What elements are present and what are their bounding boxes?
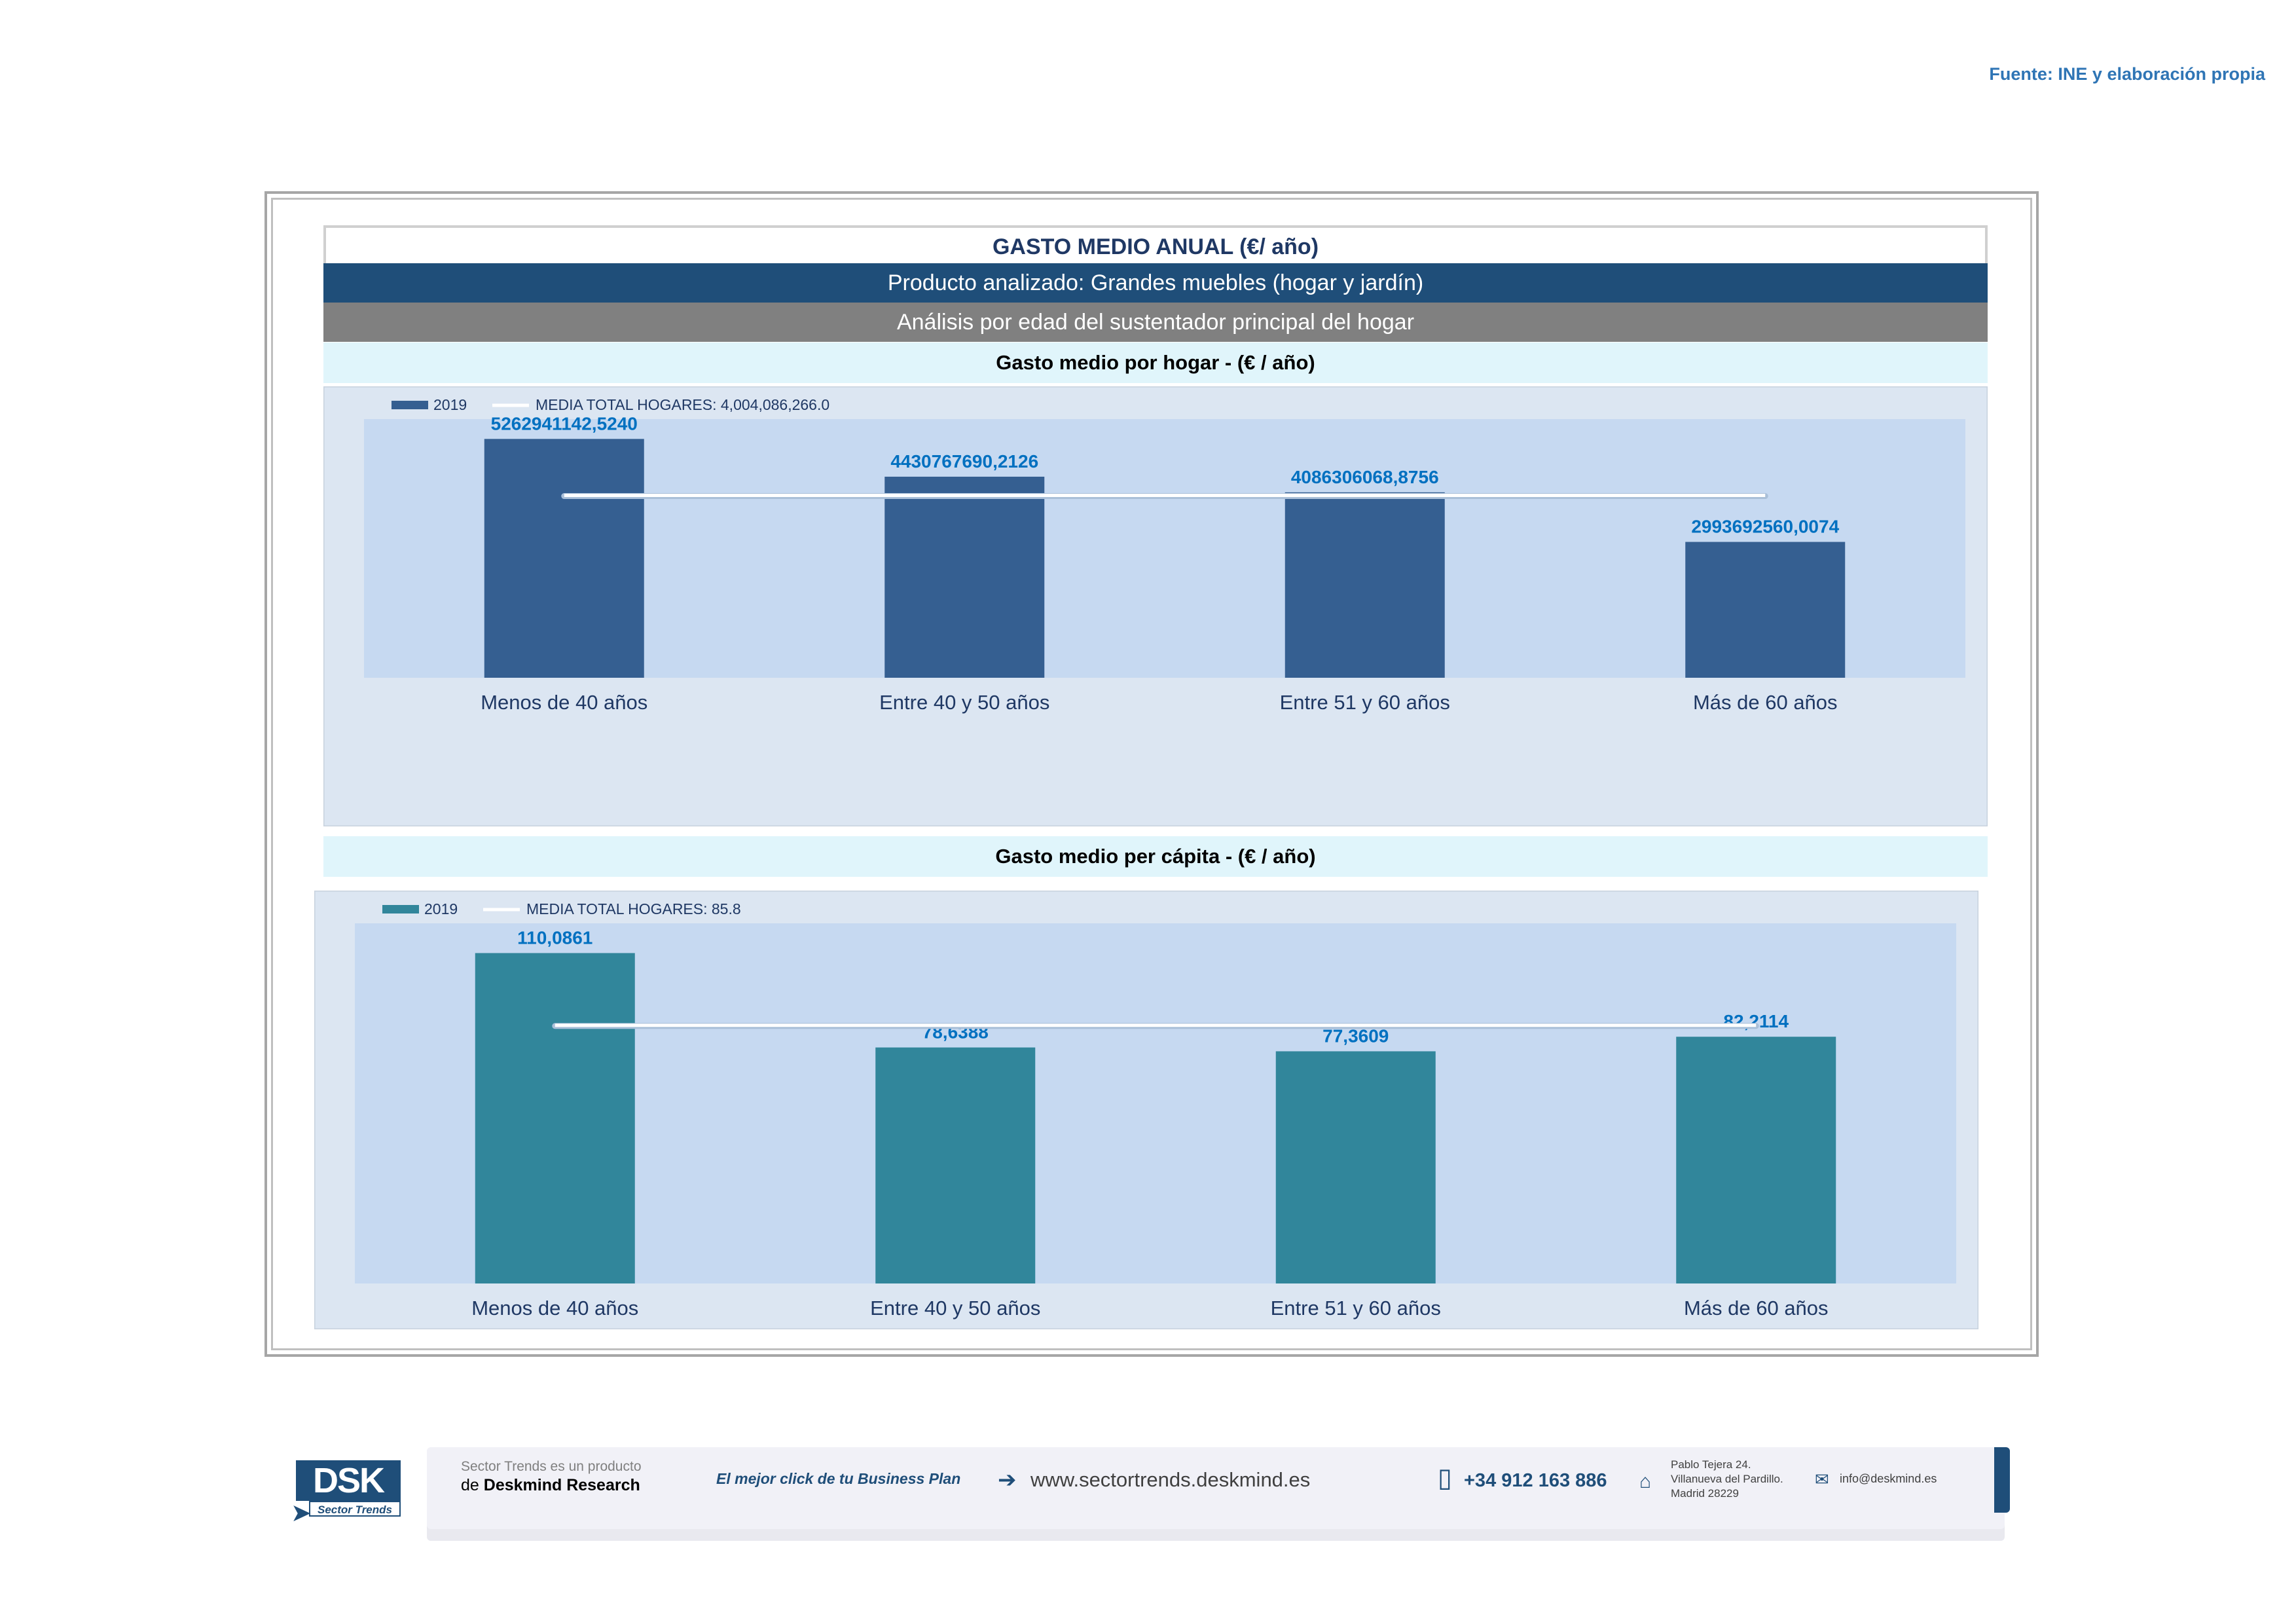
legend-label-series: 2019 <box>424 900 458 917</box>
address-line-3: Madrid 28229 <box>1671 1487 1739 1500</box>
footer-banner <box>427 1447 2010 1529</box>
report-frame <box>264 191 2039 1357</box>
chart-svg-1: 2019 MEDIA TOTAL HOGARES: 85.8 110,0861 Men… <box>314 891 1978 1329</box>
report-title: GASTO MEDIO ANUAL (€/ año) <box>323 225 1988 263</box>
category-label: Menos de 40 años <box>481 691 647 714</box>
chart-capita: 2019 MEDIA TOTAL HOGARES: 85.8 110,0861 Men… <box>314 891 1978 1329</box>
footer-website-link[interactable]: www.sectortrends.deskmind.es <box>1030 1468 1311 1491</box>
logo-subtitle: Sector Trends <box>309 1501 401 1517</box>
bar <box>1676 1037 1836 1283</box>
address-line-1: Pablo Tejera 24. <box>1671 1458 1751 1471</box>
chart-svg-0: 2019 MEDIA TOTAL HOGARES: 4,004,086,266.0… <box>323 386 1988 826</box>
category-label: Entre 51 y 60 años <box>1271 1297 1441 1320</box>
address-line-2: Villanueva del Pardillo. <box>1671 1473 1783 1485</box>
bar <box>1685 542 1846 678</box>
bar <box>1275 1051 1436 1283</box>
category-label: Entre 40 y 50 años <box>870 1297 1040 1320</box>
footer-slogan: El mejor click de tu Business Plan <box>716 1470 961 1487</box>
footer-brand-line: de Deskmind Research <box>461 1476 640 1495</box>
analysis-banner: Análisis por edad del sustentador princi… <box>323 303 1988 342</box>
legend: 2019 MEDIA TOTAL HOGARES: 4,004,086,266.0 <box>392 396 829 413</box>
data-label: 4430767690,2126 <box>890 451 1038 471</box>
data-label: 2993692560,0074 <box>1691 517 1839 537</box>
category-label: Más de 60 años <box>1684 1297 1829 1320</box>
arrow-icon: ➔ <box>998 1467 1017 1492</box>
category-label: Entre 51 y 60 años <box>1280 691 1450 714</box>
category-label: Más de 60 años <box>1693 691 1838 714</box>
mail-icon: ✉ <box>1815 1469 1829 1489</box>
data-label: 5262941142,5240 <box>491 413 638 434</box>
cursor-arrow-icon: ➤ <box>291 1500 312 1527</box>
chart-title-hogar: Gasto medio por hogar - (€ / año) <box>323 342 1988 383</box>
bar <box>484 439 644 678</box>
chart-title-capita: Gasto medio per cápita - (€ / año) <box>323 836 1988 877</box>
legend-swatch-series <box>392 401 428 409</box>
legend-swatch-series <box>382 905 419 913</box>
footer-brand-prefix: de <box>461 1476 479 1494</box>
product-banner: Producto analizado: Grandes muebles (hog… <box>323 263 1988 303</box>
home-icon: ⌂ <box>1639 1471 1652 1492</box>
report-frame-inner <box>271 198 2032 1350</box>
legend-label-average: MEDIA TOTAL HOGARES: 85.8 <box>526 900 741 917</box>
footer-brand: Deskmind Research <box>483 1476 640 1494</box>
data-label: 77,3609 <box>1322 1025 1389 1046</box>
data-label: 110,0861 <box>517 927 592 948</box>
bar <box>1285 492 1445 678</box>
category-label: Entre 40 y 50 años <box>879 691 1049 714</box>
phone-icon: ▯ <box>1438 1464 1453 1492</box>
bar <box>884 476 1045 678</box>
source-note: Fuente: INE y elaboración propia <box>1989 64 2265 84</box>
footer-product-line: Sector Trends es un producto <box>461 1459 642 1474</box>
footer-accent <box>1994 1447 2010 1513</box>
bar <box>875 1047 1036 1283</box>
footer-phone[interactable]: +34 912 163 886 <box>1464 1470 1607 1491</box>
legend-label-average: MEDIA TOTAL HOGARES: 4,004,086,266.0 <box>536 396 829 413</box>
data-label: 4086306068,8756 <box>1291 467 1439 487</box>
footer-address: Pablo Tejera 24. Villanueva del Pardillo… <box>1671 1458 1783 1501</box>
chart-hogar: 2019 MEDIA TOTAL HOGARES: 4,004,086,266.0… <box>323 386 1988 826</box>
bar <box>475 953 635 1283</box>
category-label: Menos de 40 años <box>471 1297 638 1320</box>
logo-mark: DSK <box>296 1460 401 1501</box>
legend: 2019 MEDIA TOTAL HOGARES: 85.8 <box>382 900 741 917</box>
footer-email-link[interactable]: info@deskmind.es <box>1840 1472 1937 1485</box>
footer: DSK Sector Trends ➤ Sector Trends es un … <box>264 1434 2032 1565</box>
legend-label-series: 2019 <box>433 396 467 413</box>
company-logo[interactable]: DSK Sector Trends ➤ <box>291 1460 401 1527</box>
